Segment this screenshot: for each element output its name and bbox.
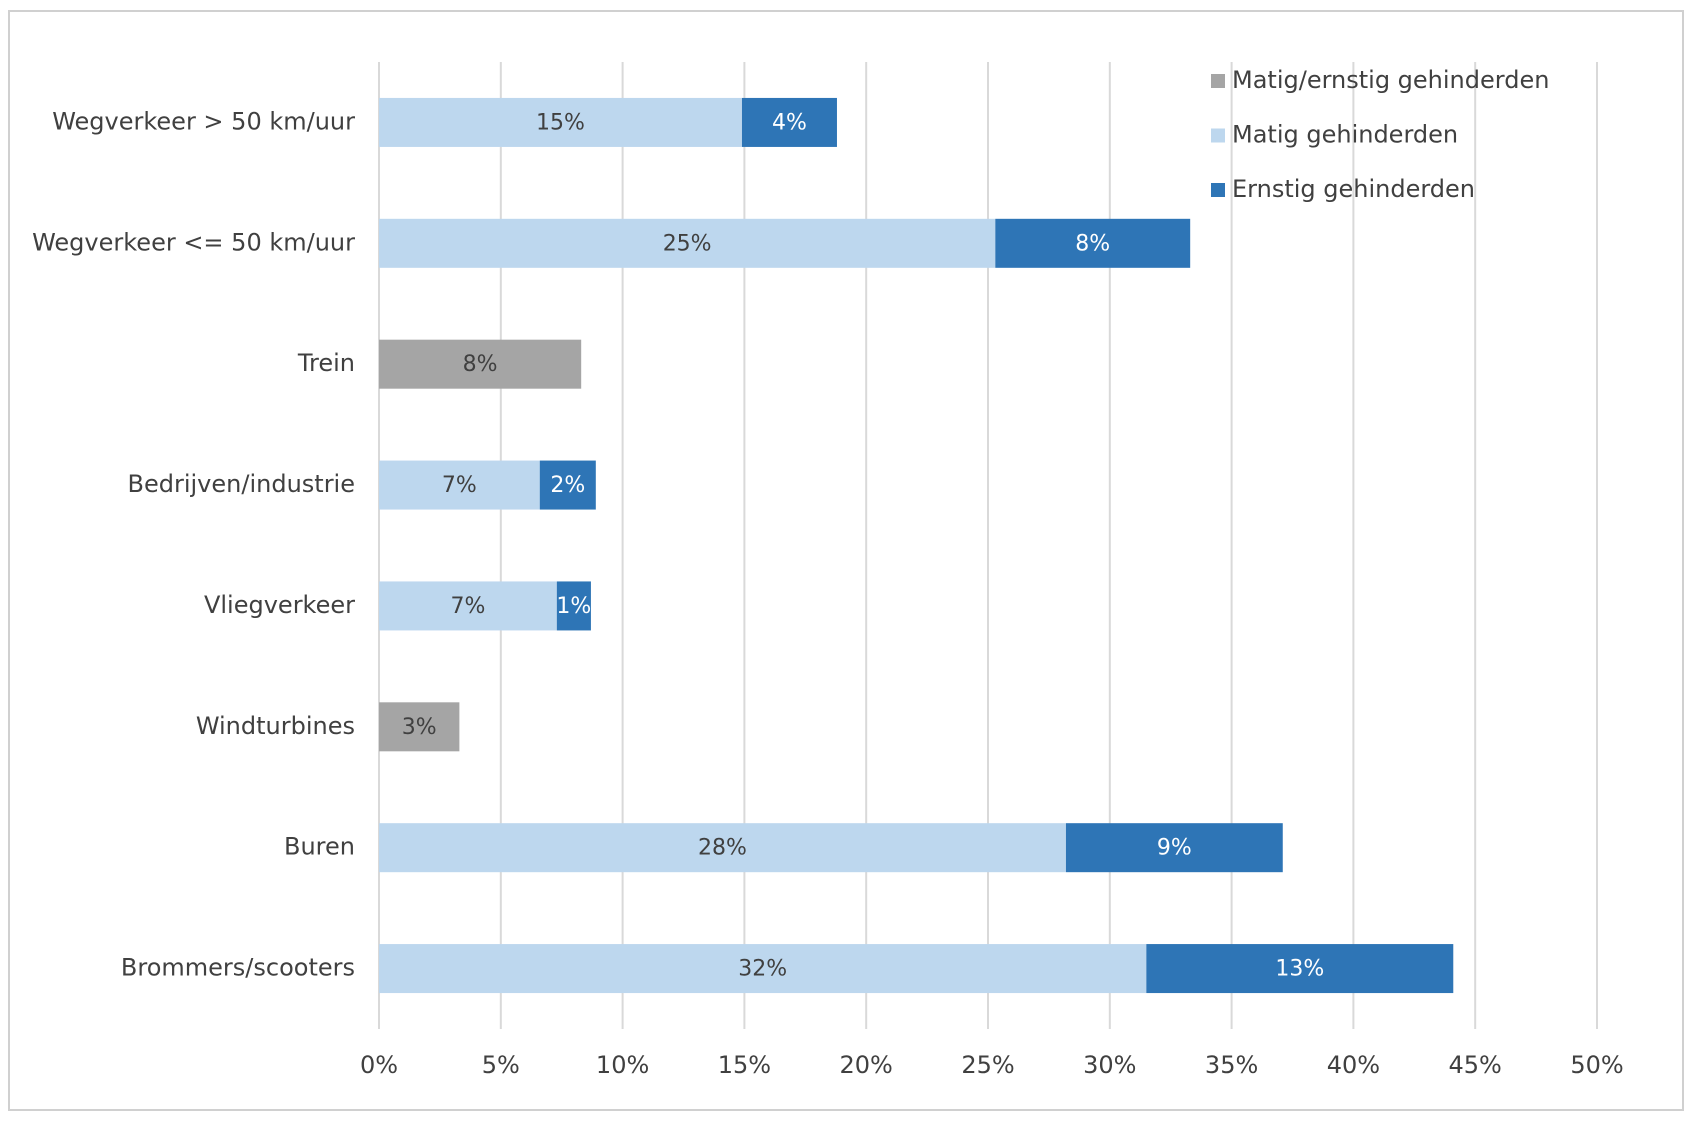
bar-segment — [379, 944, 1147, 994]
bar-segment — [1065, 823, 1283, 873]
data-label: 3% — [402, 715, 437, 740]
x-tick-label: 15% — [718, 1051, 771, 1079]
legend-swatch — [1211, 183, 1225, 197]
legend-swatch — [1211, 128, 1225, 143]
x-tick-label: 0% — [360, 1051, 398, 1079]
data-label: 8% — [463, 352, 498, 377]
bar-segment — [556, 581, 591, 631]
chart-border — [8, 10, 1684, 1111]
bar-segment — [539, 460, 596, 510]
x-tick-label: 35% — [1205, 1051, 1258, 1079]
data-label: 7% — [442, 473, 477, 498]
y-tick-label: Vliegverkeer — [204, 591, 355, 619]
bar-segment — [995, 218, 1191, 268]
data-label: 25% — [663, 231, 712, 256]
legend-swatch — [1211, 74, 1225, 88]
x-tick-label: 40% — [1327, 1051, 1380, 1079]
data-label: 13% — [1275, 957, 1324, 982]
data-label: 28% — [698, 836, 747, 861]
y-tick-label: Buren — [284, 833, 355, 861]
data-label: 15% — [536, 110, 585, 135]
data-label: 8% — [1075, 231, 1110, 256]
y-tick-label: Brommers/scooters — [121, 954, 355, 982]
data-label: 9% — [1157, 836, 1192, 861]
bar-segment — [379, 218, 996, 268]
y-tick-label: Wegverkeer <= 50 km/uur — [32, 228, 355, 256]
data-label: 32% — [738, 957, 787, 982]
data-label: 4% — [772, 110, 807, 135]
y-tick-label: Bedrijven/industrie — [128, 470, 355, 498]
x-tick-label: 30% — [1083, 1051, 1136, 1079]
y-tick-label: Wegverkeer > 50 km/uur — [52, 107, 355, 135]
bar-segment — [1146, 944, 1454, 994]
data-label: 2% — [550, 473, 585, 498]
bar-segment — [379, 460, 540, 510]
y-tick-label: Trein — [297, 349, 355, 377]
x-tick-label: 50% — [1570, 1051, 1623, 1079]
bar-segment — [741, 97, 837, 147]
x-tick-label: 20% — [840, 1051, 893, 1079]
bar-segment — [379, 97, 742, 147]
bar-segment — [379, 823, 1066, 873]
bar-segment — [379, 339, 582, 389]
x-tick-label: 45% — [1449, 1051, 1502, 1079]
legend-label: Matig gehinderden — [1232, 121, 1458, 149]
x-tick-label: 5% — [482, 1051, 520, 1079]
data-label: 1% — [556, 594, 591, 619]
bar-segment — [379, 581, 557, 631]
bar-segment — [379, 702, 460, 752]
legend-label: Matig/ernstig gehinderden — [1232, 66, 1549, 94]
y-tick-label: Windturbines — [196, 712, 355, 740]
x-tick-label: 25% — [961, 1051, 1014, 1079]
data-label: 7% — [450, 594, 485, 619]
legend-label: Ernstig gehinderden — [1232, 175, 1475, 203]
x-tick-label: 10% — [596, 1051, 649, 1079]
